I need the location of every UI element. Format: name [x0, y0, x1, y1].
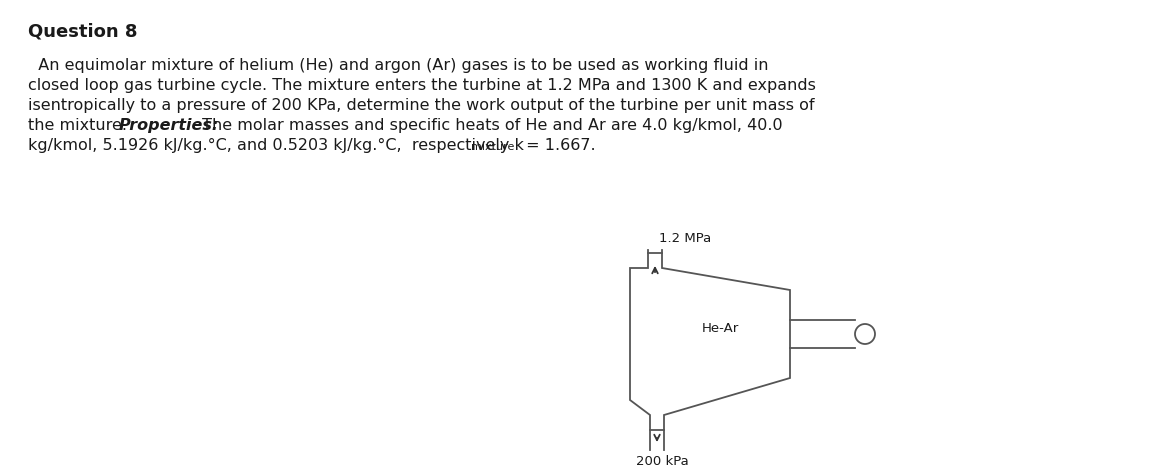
Text: He-Ar: He-Ar — [701, 322, 738, 336]
Text: the mixture.: the mixture. — [28, 118, 132, 133]
Text: Properties:: Properties: — [119, 118, 219, 133]
Text: closed loop gas turbine cycle. The mixture enters the turbine at 1.2 MPa and 130: closed loop gas turbine cycle. The mixtu… — [28, 78, 815, 93]
Polygon shape — [629, 253, 790, 430]
Text: isentropically to a pressure of 200 KPa, determine the work output of the turbin: isentropically to a pressure of 200 KPa,… — [28, 98, 814, 113]
Text: An equimolar mixture of helium (He) and argon (Ar) gases is to be used as workin: An equimolar mixture of helium (He) and … — [28, 58, 769, 73]
Text: = 1.667.: = 1.667. — [521, 138, 596, 153]
Text: kg/kmol, 5.1926 kJ/kg.°C, and 0.5203 kJ/kg.°C,  respectively k: kg/kmol, 5.1926 kJ/kg.°C, and 0.5203 kJ/… — [28, 138, 524, 153]
Text: The molar masses and specific heats of He and Ar are 4.0 kg/kmol, 40.0: The molar masses and specific heats of H… — [197, 118, 783, 133]
Text: 1.2 MPa: 1.2 MPa — [659, 232, 711, 245]
Circle shape — [855, 324, 875, 344]
Text: mixture: mixture — [472, 142, 515, 152]
Text: 200 kPa: 200 kPa — [635, 455, 688, 468]
Text: Question 8: Question 8 — [28, 22, 138, 40]
